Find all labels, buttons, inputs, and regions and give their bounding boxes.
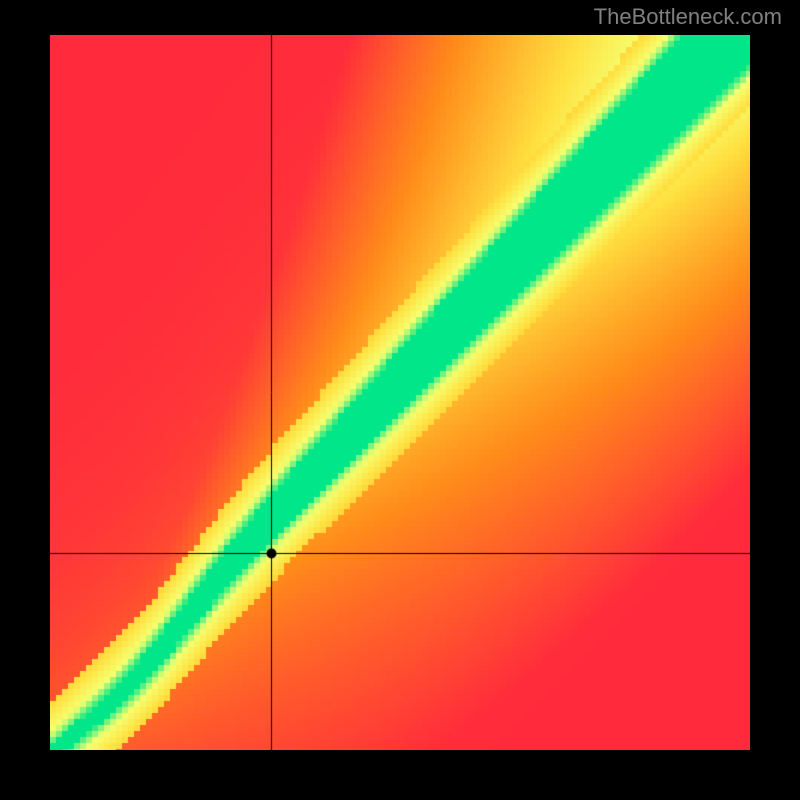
attribution-text: TheBottleneck.com — [594, 4, 782, 30]
plot-frame — [50, 35, 750, 750]
chart-container: TheBottleneck.com — [0, 0, 800, 800]
bottleneck-heatmap — [50, 35, 750, 750]
